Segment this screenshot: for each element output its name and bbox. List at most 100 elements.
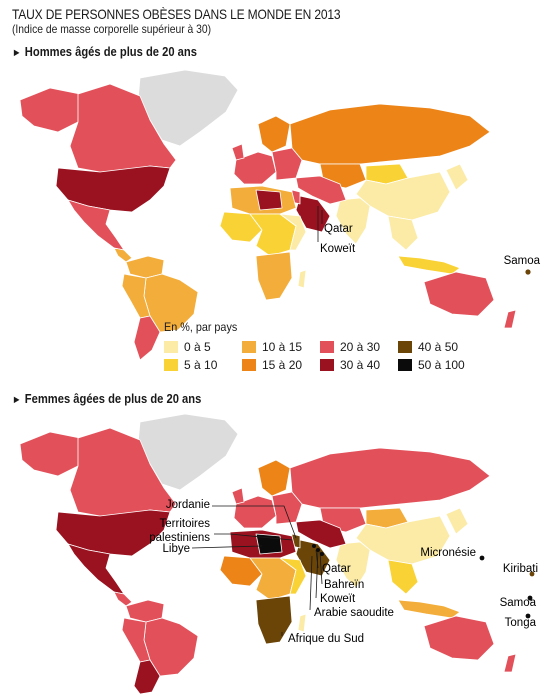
label-territoires: Territoires (160, 518, 211, 530)
legend-swatch (242, 341, 256, 353)
legend-label: 50 à 100 (418, 358, 465, 372)
legend-swatch (164, 341, 178, 353)
russia-region (289, 103, 491, 165)
madagascar-region (297, 613, 307, 633)
samoa-marker (525, 269, 531, 275)
india-region (335, 541, 371, 589)
label-tonga: Tonga (505, 617, 537, 629)
micronesie-marker (479, 555, 485, 561)
men-obesity-map: Qatar Koweït Samoa (19, 69, 541, 360)
legend-swatch (398, 341, 412, 353)
women-obesity-map: Jordanie Territoires palestiniens Libye … (19, 413, 538, 694)
label-jordanie: Jordanie (166, 499, 210, 511)
new-zealand-region (503, 653, 517, 673)
libya-region (255, 189, 283, 211)
madagascar-region (297, 269, 307, 289)
kiribati-marker (529, 571, 535, 577)
label-libye: Libye (163, 543, 191, 555)
samoa-marker (527, 595, 533, 601)
indonesia-region (397, 599, 461, 619)
uk-region (231, 143, 245, 161)
label-arabie-saoudite: Arabie saoudite (314, 607, 394, 619)
arabia-region (295, 539, 331, 577)
label-bahrein: Bahreïn (324, 579, 364, 591)
turkey-iran-region (295, 519, 347, 549)
korea-japan-region (445, 163, 469, 191)
men-heading-text: Hommes âgés de plus de 20 ans (24, 44, 197, 59)
legend-label: 40 à 50 (418, 340, 459, 354)
libya-region (255, 533, 283, 555)
legend-item: 40 à 50 (398, 340, 476, 354)
legend-swatch (164, 359, 178, 371)
australia-region (423, 615, 495, 661)
play-arrow-icon: ► (12, 394, 22, 406)
legend-item: 20 à 30 (320, 340, 398, 354)
alaska-region (19, 87, 81, 133)
label-qatar-women: Qatar (322, 563, 351, 575)
legend-item: 50 à 100 (398, 358, 476, 372)
western-europe-region (233, 151, 277, 185)
legend-item: 10 à 15 (242, 340, 320, 354)
legend-item: 15 à 20 (242, 358, 320, 372)
australia-region (423, 271, 495, 317)
usa-region (55, 165, 171, 213)
legend-title: En %, par pays (164, 320, 238, 334)
legend-swatch (320, 359, 334, 371)
legend-swatch (242, 359, 256, 371)
label-samoa-men: Samoa (504, 255, 541, 267)
southern-cone-region (133, 659, 161, 694)
india-region (335, 197, 371, 245)
bahrein-marker (320, 552, 324, 556)
label-kiribati: Kiribati (503, 563, 538, 575)
southeast-asia-region (387, 559, 419, 595)
legend-label: 30 à 40 (340, 358, 381, 372)
label-koweit-women: Koweït (320, 593, 356, 605)
east-africa-region (279, 213, 307, 251)
southern-africa-region (255, 595, 293, 645)
legend-label: 15 à 20 (262, 358, 303, 372)
central-america-region (113, 591, 133, 607)
legend-swatch (398, 359, 412, 371)
legend-label: 20 à 30 (340, 340, 381, 354)
central-america-region (113, 247, 133, 263)
page-subtitle: (Indice de masse corporelle supérieur à … (12, 22, 212, 36)
women-section-heading: ► Femmes âgées de plus de 20 ans (12, 391, 201, 406)
legend-label: 5 à 10 (184, 358, 218, 372)
legend-item: 30 à 40 (320, 358, 398, 372)
label-palestiniens: palestiniens (149, 532, 210, 544)
southern-africa-region (255, 251, 293, 301)
russia-region (289, 447, 491, 509)
tonga-marker (525, 613, 531, 619)
legend-swatch (320, 341, 334, 353)
legend-label: 0 à 5 (184, 340, 211, 354)
scandinavia-region (257, 115, 291, 153)
southern-cone-region (133, 315, 161, 360)
western-europe-region (233, 495, 277, 529)
legend-label: 10 à 15 (262, 340, 303, 354)
east-africa-region (279, 557, 307, 595)
play-arrow-icon: ► (12, 47, 22, 59)
arabia-region (295, 195, 331, 233)
color-legend: En %, par pays 0 à 5 10 à 15 20 à 30 40 à 5… (164, 320, 494, 372)
indonesia-region (397, 255, 461, 275)
turkey-iran-region (295, 175, 347, 205)
alaska-region (19, 431, 81, 477)
usa-region (55, 509, 171, 557)
legend-item: 0 à 5 (164, 340, 242, 354)
koweit-marker (312, 544, 316, 548)
legend-grid: 0 à 5 10 à 15 20 à 30 40 à 50 5 à 10 15 à 20 3… (164, 340, 494, 372)
label-afrique-du-sud: Afrique du Sud (288, 633, 364, 645)
page-title: TAUX DE PERSONNES OBÈSES DANS LE MONDE E… (12, 6, 341, 22)
women-heading-text: Femmes âgées de plus de 20 ans (24, 391, 202, 406)
uk-region (231, 487, 245, 505)
qatar-marker (316, 548, 320, 552)
label-qatar-men: Qatar (324, 223, 353, 235)
scandinavia-region (257, 459, 291, 497)
label-micronesie: Micronésie (420, 547, 476, 559)
label-samoa-women: Samoa (500, 597, 537, 609)
southeast-asia-region (387, 215, 419, 251)
new-zealand-region (503, 309, 517, 329)
legend-item: 5 à 10 (164, 358, 242, 372)
label-koweit-men: Koweït (320, 243, 356, 255)
korea-japan-region (445, 507, 469, 535)
